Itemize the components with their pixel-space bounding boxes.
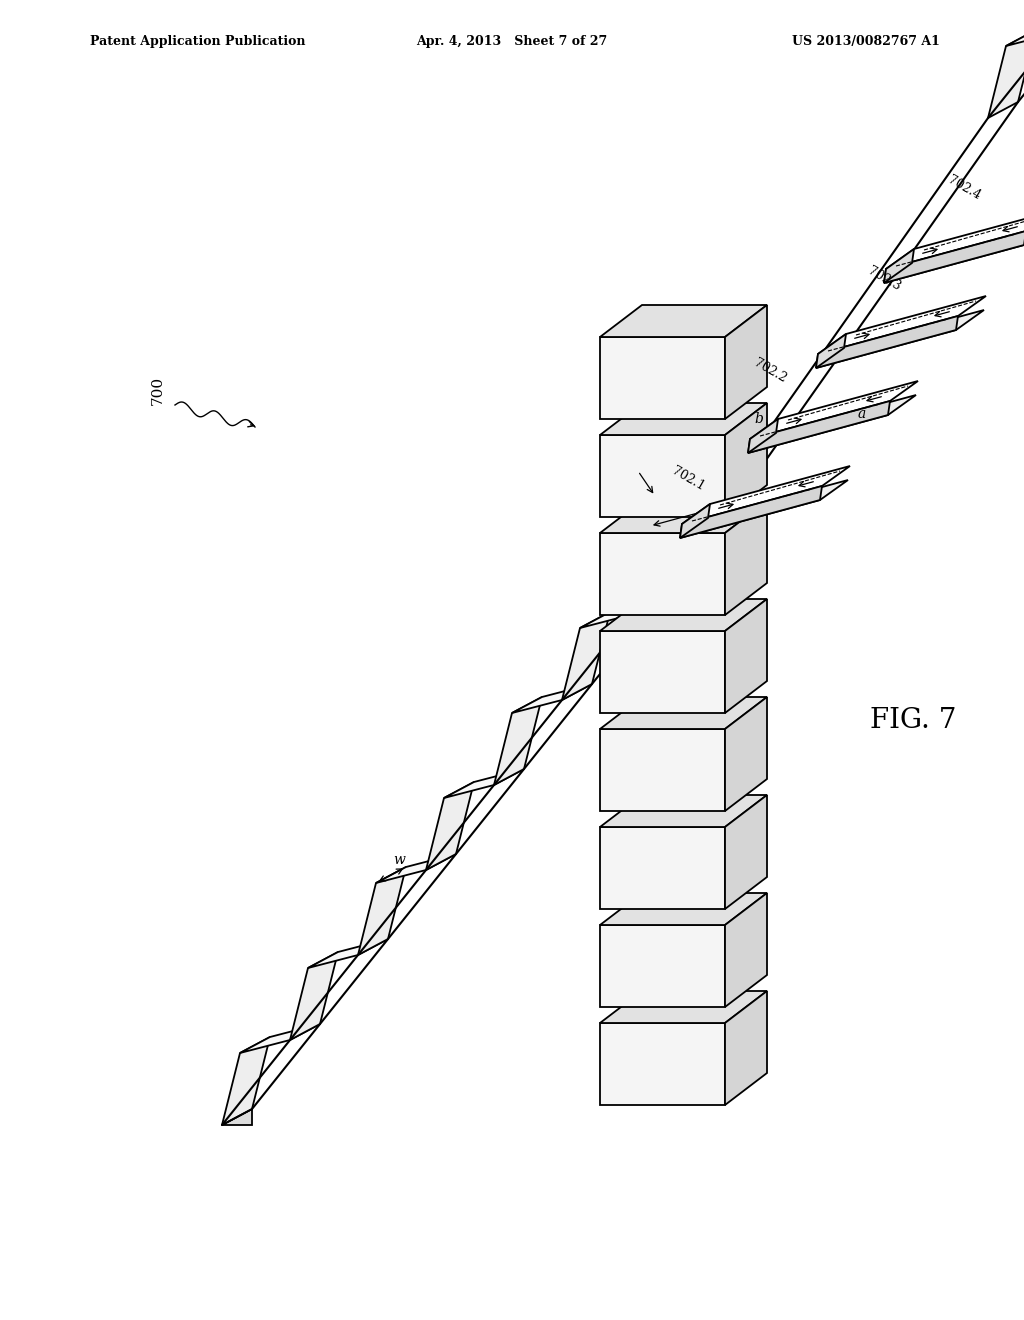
Polygon shape bbox=[680, 504, 710, 539]
Polygon shape bbox=[600, 599, 767, 631]
Polygon shape bbox=[600, 403, 767, 436]
Polygon shape bbox=[748, 418, 778, 453]
Polygon shape bbox=[600, 436, 725, 517]
Polygon shape bbox=[884, 249, 914, 282]
Polygon shape bbox=[748, 401, 890, 453]
Polygon shape bbox=[222, 1109, 252, 1125]
Polygon shape bbox=[988, 30, 1024, 117]
Polygon shape bbox=[886, 211, 1024, 269]
Polygon shape bbox=[600, 533, 725, 615]
Polygon shape bbox=[600, 894, 767, 925]
Polygon shape bbox=[240, 1024, 319, 1053]
Polygon shape bbox=[600, 631, 725, 713]
Polygon shape bbox=[290, 952, 338, 1040]
Polygon shape bbox=[725, 403, 767, 517]
Polygon shape bbox=[600, 305, 767, 337]
Polygon shape bbox=[682, 466, 850, 524]
Text: a: a bbox=[858, 408, 866, 421]
Polygon shape bbox=[222, 1038, 270, 1125]
Polygon shape bbox=[725, 502, 767, 615]
Polygon shape bbox=[600, 925, 725, 1007]
Polygon shape bbox=[725, 795, 767, 909]
Text: 702.4: 702.4 bbox=[946, 173, 983, 202]
Text: 702.2: 702.2 bbox=[752, 356, 790, 385]
Polygon shape bbox=[600, 991, 767, 1023]
Polygon shape bbox=[444, 770, 524, 799]
Polygon shape bbox=[600, 828, 725, 909]
Polygon shape bbox=[600, 729, 725, 810]
Polygon shape bbox=[600, 1023, 725, 1105]
Polygon shape bbox=[1006, 17, 1024, 46]
Polygon shape bbox=[725, 599, 767, 713]
Text: 702.1: 702.1 bbox=[669, 465, 707, 494]
Polygon shape bbox=[630, 527, 678, 615]
Polygon shape bbox=[562, 612, 610, 700]
Text: US 2013/0082767 A1: US 2013/0082767 A1 bbox=[793, 36, 940, 48]
Text: 702.3: 702.3 bbox=[865, 264, 902, 293]
Polygon shape bbox=[600, 795, 767, 828]
Polygon shape bbox=[308, 939, 388, 968]
Polygon shape bbox=[648, 513, 728, 543]
Text: Patent Application Publication: Patent Application Publication bbox=[90, 36, 305, 48]
Text: FIG. 7: FIG. 7 bbox=[870, 706, 956, 734]
Text: b: b bbox=[755, 412, 764, 426]
Polygon shape bbox=[512, 684, 592, 713]
Polygon shape bbox=[816, 310, 984, 368]
Polygon shape bbox=[884, 224, 1024, 282]
Polygon shape bbox=[376, 854, 456, 883]
Text: l: l bbox=[699, 512, 705, 525]
Polygon shape bbox=[680, 486, 822, 539]
Polygon shape bbox=[816, 315, 958, 368]
Polygon shape bbox=[725, 991, 767, 1105]
Polygon shape bbox=[748, 395, 916, 453]
Polygon shape bbox=[884, 231, 1024, 282]
Polygon shape bbox=[725, 305, 767, 418]
Polygon shape bbox=[580, 599, 660, 628]
Polygon shape bbox=[494, 697, 542, 785]
Polygon shape bbox=[818, 296, 986, 354]
Text: 700: 700 bbox=[151, 375, 165, 404]
Polygon shape bbox=[358, 867, 406, 954]
Polygon shape bbox=[750, 381, 918, 440]
Text: w: w bbox=[393, 853, 404, 867]
Polygon shape bbox=[600, 337, 725, 418]
Text: Apr. 4, 2013   Sheet 7 of 27: Apr. 4, 2013 Sheet 7 of 27 bbox=[417, 36, 607, 48]
Polygon shape bbox=[725, 697, 767, 810]
Polygon shape bbox=[600, 502, 767, 533]
Polygon shape bbox=[426, 781, 474, 870]
Polygon shape bbox=[816, 334, 846, 368]
Polygon shape bbox=[600, 697, 767, 729]
Polygon shape bbox=[680, 480, 848, 539]
Polygon shape bbox=[725, 894, 767, 1007]
